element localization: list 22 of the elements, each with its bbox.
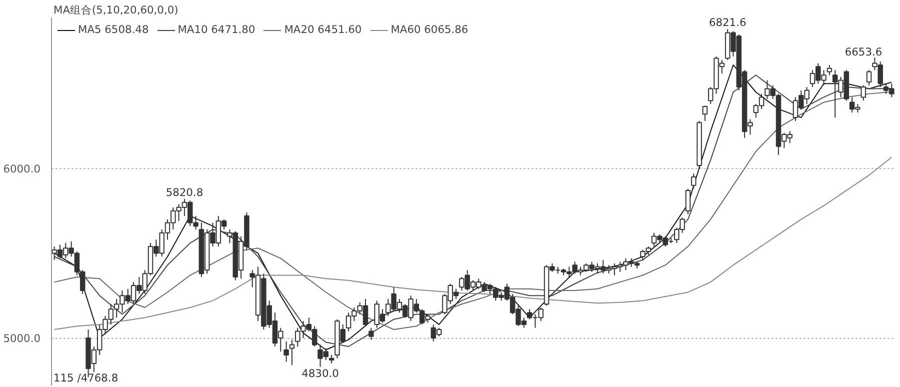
annotation: 6821.6 (708, 16, 746, 30)
y-tick-label: 6000.0 (3, 162, 41, 176)
legend-label: MA60 6065.86 (390, 23, 468, 36)
annotation: 115 /4768.8 (54, 372, 118, 384)
candlestick (702, 105, 708, 122)
candlestick (691, 173, 696, 190)
candlestick (368, 327, 374, 340)
annotation: 5820.8 (166, 186, 204, 199)
chart-title: MA组合(5,10,20,60,0,0) (54, 4, 178, 16)
candlestick (284, 340, 289, 362)
candlestick (866, 70, 872, 86)
legend-label: MA10 6471.80 (178, 23, 256, 36)
y-tick-label: 5000.0 (3, 332, 41, 346)
candlestick (289, 339, 295, 366)
line-series (54, 156, 892, 330)
candlestick (826, 64, 832, 76)
legend-label: MA20 6451.60 (284, 23, 362, 36)
candlestick (685, 188, 691, 215)
annotation: 4830.0 (302, 366, 340, 380)
legend-label: MA5 6508.48 (78, 23, 149, 36)
annotation: 6653.6 (844, 46, 882, 58)
candlestick (860, 84, 866, 102)
